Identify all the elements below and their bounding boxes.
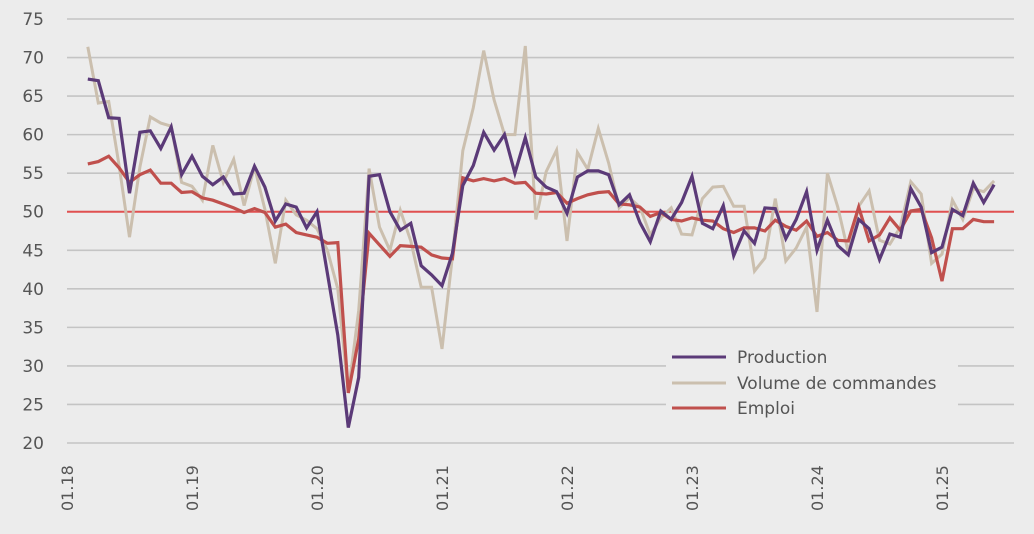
y-tick-label: 75 xyxy=(22,10,44,30)
y-tick-label: 60 xyxy=(22,126,44,146)
series-lines xyxy=(86,45,996,428)
series-line-emploi xyxy=(87,154,995,394)
legend-label-emploi: Emploi xyxy=(737,399,795,419)
y-axis: 20 25 30 35 40 45 50 55 60 65 70 75 xyxy=(22,10,44,454)
y-tick-label: 45 xyxy=(22,241,44,261)
y-tick-label: 30 xyxy=(22,357,44,377)
y-tick-label: 65 xyxy=(22,87,44,107)
y-tick-label: 70 xyxy=(22,49,44,69)
x-tick-label: 01.20 xyxy=(308,465,327,511)
y-tick-label: 50 xyxy=(22,203,44,223)
gridlines xyxy=(67,18,1014,444)
legend-item-production: Production xyxy=(672,348,827,368)
y-tick-label: 20 xyxy=(22,434,44,454)
x-tick-label: 01.21 xyxy=(433,465,452,511)
x-tick-label: 01.22 xyxy=(558,465,577,511)
legend-label-production: Production xyxy=(737,348,827,368)
x-tick-label: 01.25 xyxy=(933,465,952,511)
series-line-production xyxy=(87,77,996,428)
x-tick-label: 01.18 xyxy=(58,465,77,511)
x-axis: 01.18 01.19 01.20 01.21 01.22 01.23 01.24 01.25 xyxy=(58,465,952,511)
legend-item-emploi: Emploi xyxy=(672,399,795,419)
legend-label-volume-de-commandes: Volume de commandes xyxy=(737,374,937,394)
y-tick-label: 55 xyxy=(22,164,44,184)
y-tick-label: 25 xyxy=(22,395,44,415)
legend-item-volume-de-commandes: Volume de commandes xyxy=(672,374,937,394)
legend: Production Volume de commandes Emploi xyxy=(666,340,958,426)
y-tick-label: 40 xyxy=(22,280,44,300)
x-tick-label: 01.19 xyxy=(183,465,202,511)
series-line-volume-de-commandes xyxy=(86,45,996,394)
x-tick-label: 01.23 xyxy=(683,465,702,511)
y-tick-label: 35 xyxy=(22,318,44,338)
x-tick-label: 01.24 xyxy=(808,465,827,511)
